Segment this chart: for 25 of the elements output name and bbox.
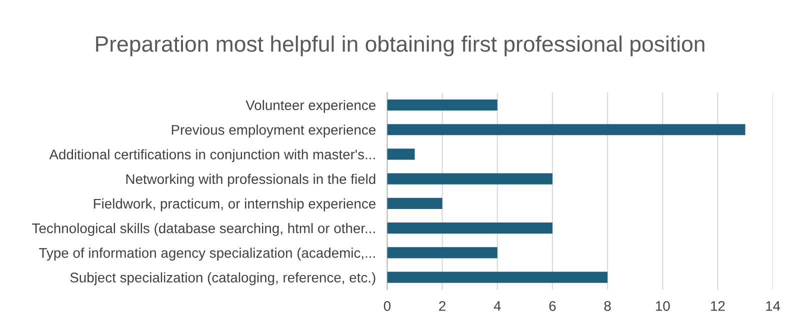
x-tick-label: 12 <box>711 301 725 311</box>
x-tick-label: 0 <box>384 301 391 311</box>
x-tick-label: 2 <box>439 301 446 311</box>
bar <box>387 198 442 209</box>
bar <box>387 124 746 136</box>
y-tick-label: Fieldwork, practicum, or internship experience <box>94 198 376 212</box>
x-tick-label: 4 <box>494 301 501 311</box>
y-tick-label: Networking with professionals in the field <box>126 174 376 187</box>
bar <box>387 272 608 283</box>
bar <box>387 148 415 160</box>
x-tick-label: 14 <box>766 301 780 311</box>
bar <box>387 173 552 184</box>
y-tick-label: Technological skills (database searching, html or other... <box>32 223 375 236</box>
y-tick-label: Previous employment experience <box>172 124 376 138</box>
y-tick-label: Volunteer experience <box>246 100 376 113</box>
y-tick-label: Subject specialization (cataloging, reference, etc.) <box>70 272 376 286</box>
x-tick-label: 6 <box>549 301 556 311</box>
bar <box>387 222 552 234</box>
y-tick-label: Additional certifications in conjunction with master's... <box>49 149 375 162</box>
bar <box>387 99 498 111</box>
chart-title: Preparation most helpful in obtaining first professional position <box>96 36 704 56</box>
y-tick-label: Type of information agency specialization (academic,... <box>39 248 375 261</box>
x-tick-label: 10 <box>656 301 670 311</box>
bar <box>387 247 498 258</box>
x-tick-label: 8 <box>604 301 611 311</box>
